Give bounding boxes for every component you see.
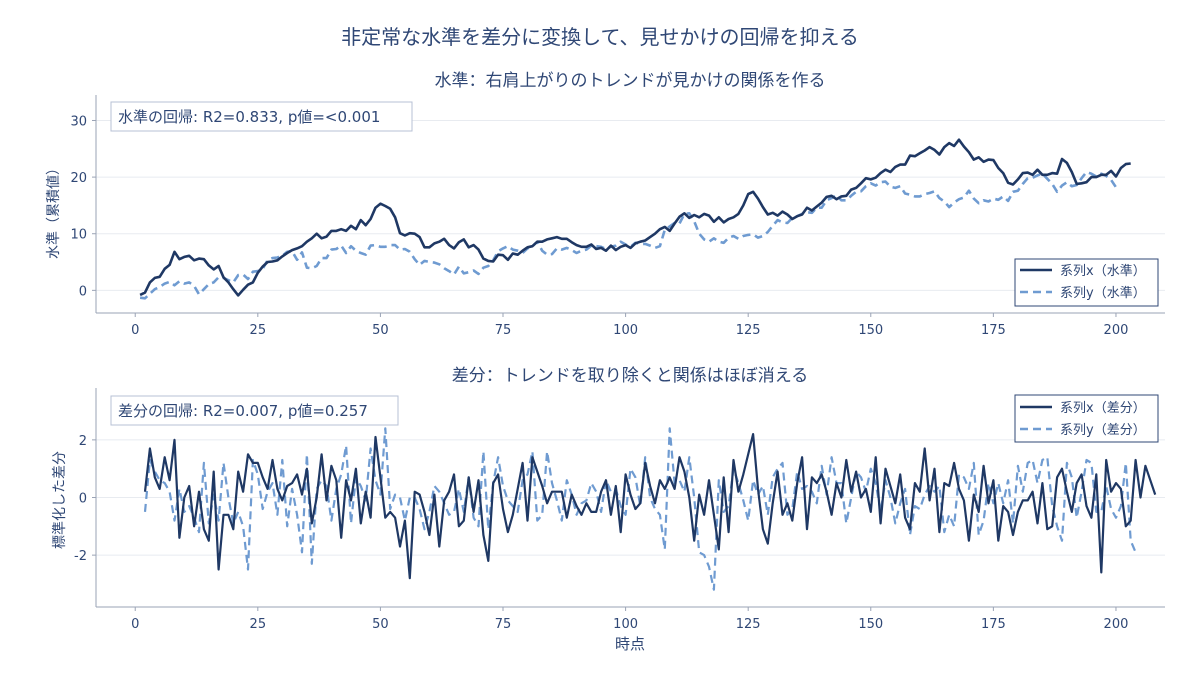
levels-xtick-label: 25 — [250, 323, 267, 338]
x-axis-label: 時点 — [615, 635, 645, 653]
differences-title: 差分：トレンドを取り除くと関係はほぼ消える — [452, 366, 809, 386]
levels-xtick-label: 0 — [131, 323, 139, 338]
levels-xtick-label: 100 — [613, 323, 638, 338]
levels-ytick-label: 30 — [70, 114, 87, 129]
series-x-diff-line — [143, 433, 1157, 580]
differences-panel: 差分：トレンドを取り除くと関係はほぼ消える -2 0 2 0 25 50 75 100 125 1… — [52, 366, 1165, 632]
differences-xtick-label: 75 — [495, 617, 512, 632]
differences-xtick-label: 0 — [131, 617, 139, 632]
differences-ytick-label: 0 — [79, 492, 87, 507]
series-y-diff-line — [143, 427, 1137, 591]
differences-series — [143, 427, 1157, 591]
differences-ylabel: 標準化した差分 — [52, 451, 68, 549]
levels-xtick-label: 75 — [495, 323, 512, 338]
levels-ylabel: 水準（累積値） — [46, 161, 62, 259]
levels-series — [139, 138, 1131, 300]
legend-label-x-level: 系列x（水準） — [1060, 263, 1146, 279]
levels-grid — [96, 119, 1165, 291]
series-y-level-line — [139, 170, 1118, 300]
differences-ticks: -2 0 2 0 25 50 75 100 125 150 175 200 — [74, 434, 1128, 632]
differences-xtick-label: 175 — [981, 617, 1006, 632]
levels-title: 水準：右肩上がりのトレンドが見かけの関係を作る — [435, 71, 826, 91]
series-x-level-line — [139, 138, 1131, 297]
differences-legend: 系列x（差分） 系列y（差分） — [1014, 394, 1159, 443]
figure-suptitle: 非定常な水準を差分に変換して、見せかけの回帰を抑える — [341, 25, 859, 49]
differences-xtick-label: 150 — [858, 617, 883, 632]
levels-xtick-label: 125 — [736, 323, 761, 338]
differences-xtick-label: 100 — [613, 617, 638, 632]
levels-ytick-label: 20 — [70, 171, 87, 186]
legend-label-x-diff: 系列x（差分） — [1060, 401, 1146, 416]
differences-xtick-label: 125 — [736, 617, 761, 632]
differences-annotation: 差分の回帰: R2=0.007, p値=0.257 — [110, 395, 399, 426]
levels-panel: 水準：右肩上がりのトレンドが見かけの関係を作る 0 10 20 30 0 25 50 75 10… — [46, 71, 1165, 338]
levels-xtick-label: 200 — [1104, 323, 1129, 338]
levels-xtick-label: 150 — [858, 323, 883, 338]
levels-annotation-text: 水準の回帰: R2=0.833, p値=<0.001 — [118, 108, 380, 126]
differences-xtick-label: 25 — [250, 617, 267, 632]
levels-xtick-label: 50 — [372, 323, 389, 338]
levels-legend: 系列x（水準） 系列y（水準） — [1014, 258, 1159, 307]
levels-xtick-label: 175 — [981, 323, 1006, 338]
levels-ticks: 0 10 20 30 0 25 50 75 100 125 150 175 200 — [70, 114, 1128, 338]
differences-xtick-label: 200 — [1104, 617, 1129, 632]
levels-ytick-label: 0 — [79, 284, 87, 299]
differences-xtick-label: 50 — [372, 617, 389, 632]
levels-annotation: 水準の回帰: R2=0.833, p値=<0.001 — [110, 101, 413, 132]
differences-annotation-text: 差分の回帰: R2=0.007, p値=0.257 — [118, 402, 368, 420]
levels-ytick-label: 10 — [70, 228, 87, 243]
legend-label-y-diff: 系列y（差分） — [1060, 423, 1146, 438]
differences-ytick-label: -2 — [74, 549, 87, 564]
differences-ytick-label: 2 — [79, 434, 87, 449]
legend-label-y-level: 系列y（水準） — [1060, 285, 1146, 301]
